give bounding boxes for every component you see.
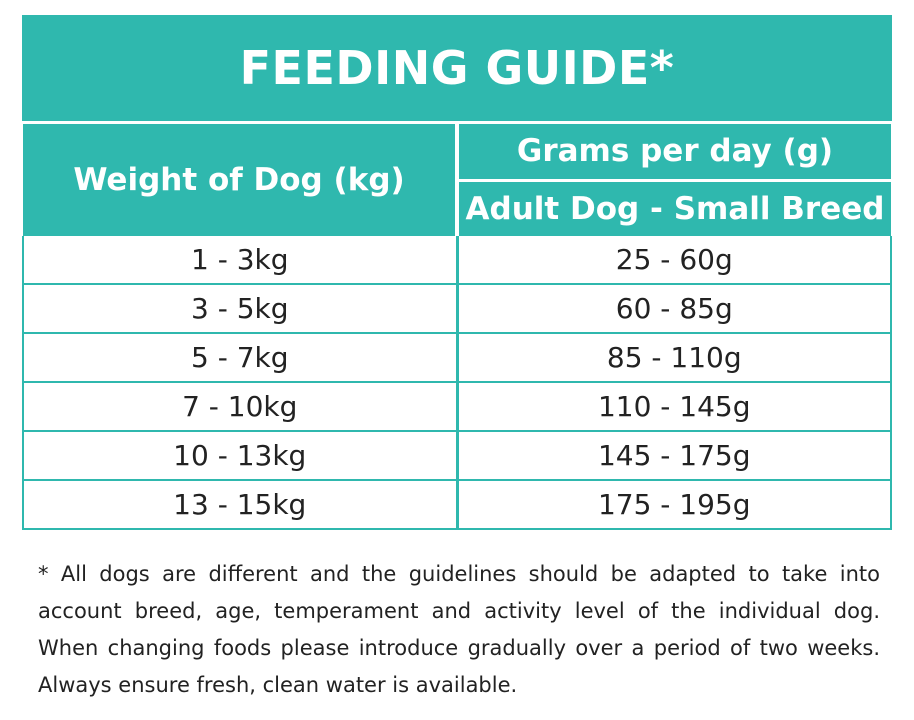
grams-cell: 85 - 110g [456, 333, 892, 383]
weight-cell: 1 - 3kg [22, 236, 459, 285]
table-row: 13 - 15kg 175 - 195g [22, 480, 892, 530]
table-row: 10 - 13kg 145 - 175g [22, 431, 892, 481]
table-subheader-row: Adult Dog - Small Breed [23, 178, 891, 236]
grams-cell: 145 - 175g [456, 431, 892, 481]
page-title: FEEDING GUIDE* [22, 15, 892, 121]
table-body: Weight of Dog (kg) Grams per day (g) Adu… [22, 121, 892, 530]
grams-cell: 25 - 60g [456, 236, 892, 285]
footnote: * All dogs are different and the guideli… [38, 562, 880, 697]
table-row: 5 - 7kg 85 - 110g [22, 333, 892, 383]
table-row: 1 - 3kg 25 - 60g [22, 236, 892, 285]
table-row: 3 - 5kg 60 - 85g [22, 284, 892, 334]
feeding-table: Weight of Dog (kg) Grams per day (g) Adu… [22, 121, 892, 530]
weight-cell: 13 - 15kg [22, 480, 459, 530]
weight-cell: 10 - 13kg [22, 431, 459, 481]
table-header-row: Weight of Dog (kg) Grams per day (g) [23, 121, 891, 236]
weight-cell: 7 - 10kg [22, 382, 459, 432]
feeding-guide: FEEDING GUIDE* Weight of Dog (kg) Grams … [22, 15, 892, 530]
grams-cell: 175 - 195g [456, 480, 892, 530]
weight-column-header: Weight of Dog (kg) [23, 121, 459, 236]
table-row: 7 - 10kg 110 - 145g [22, 382, 892, 432]
grams-cell: 60 - 85g [456, 284, 892, 334]
weight-cell: 5 - 7kg [22, 333, 459, 383]
weight-cell: 3 - 5kg [22, 284, 459, 334]
breed-column-header: Adult Dog - Small Breed [457, 178, 891, 236]
grams-cell: 110 - 145g [456, 382, 892, 432]
grams-column-header: Grams per day (g) [457, 121, 891, 180]
